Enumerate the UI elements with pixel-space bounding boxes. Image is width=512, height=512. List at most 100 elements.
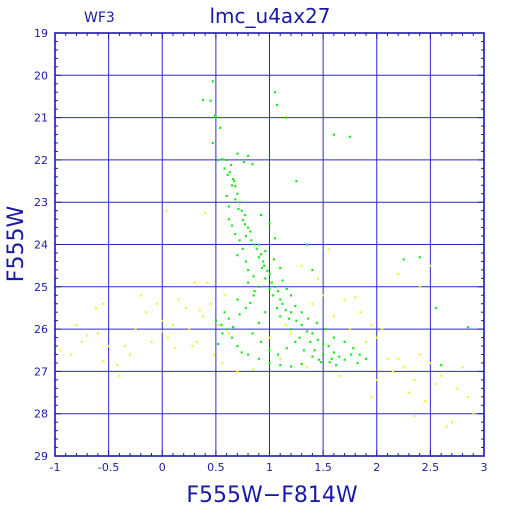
data-point-green (236, 345, 239, 348)
data-point-green (277, 290, 280, 293)
data-point-yellow (375, 336, 378, 339)
data-point-green (252, 294, 255, 297)
data-point-green (263, 264, 266, 267)
data-point-yellow (424, 400, 427, 403)
y-tick-label: 23 (34, 196, 48, 209)
data-point-green (316, 338, 319, 341)
data-point-yellow (202, 315, 205, 318)
data-point-yellow (284, 323, 287, 327)
data-point-green (244, 235, 248, 238)
data-point-yellow (96, 332, 100, 335)
y-tick-label: 26 (34, 323, 48, 336)
data-point-green (250, 239, 253, 242)
data-point-yellow (193, 281, 196, 284)
data-point-yellow (306, 366, 309, 369)
data-point-green (317, 358, 321, 361)
x-tick-label: 3 (481, 461, 488, 474)
data-point-green (313, 349, 316, 352)
y-axis-label: F555W (4, 206, 29, 283)
data-point-green (234, 232, 237, 236)
data-point-green (440, 364, 443, 367)
data-point-yellow (118, 374, 121, 377)
data-point-yellow (107, 345, 110, 348)
data-point-yellow (461, 366, 464, 369)
data-point-green (322, 353, 325, 356)
data-point-green (279, 266, 282, 269)
data-point-green (251, 332, 254, 335)
data-point-green (322, 342, 325, 346)
data-point-yellow (155, 302, 159, 305)
data-point-green (402, 258, 405, 261)
data-point-green (309, 340, 312, 343)
chip-label: WF3 (84, 10, 115, 26)
data-point-green (300, 323, 303, 327)
data-point-green (259, 253, 263, 256)
data-point-green (244, 306, 248, 310)
data-point-green (251, 163, 254, 166)
data-point-yellow (150, 340, 153, 343)
data-point-green (233, 180, 236, 183)
data-point-green (302, 349, 306, 352)
data-point-green (226, 173, 229, 176)
data-point-yellow (370, 323, 373, 327)
data-point-yellow (413, 378, 416, 382)
data-point-yellow (440, 374, 443, 377)
data-point-green (289, 294, 293, 297)
data-point-green (220, 323, 223, 327)
data-point-yellow (289, 332, 293, 335)
data-point-yellow (165, 209, 168, 212)
data-point-yellow (129, 353, 132, 356)
data-point-green (223, 167, 226, 170)
data-point-green (268, 361, 271, 365)
data-point-green (234, 198, 237, 201)
data-point-green (219, 126, 222, 129)
data-point-green (315, 321, 318, 324)
data-point-green (240, 351, 243, 354)
data-point-green (227, 218, 230, 221)
data-point-yellow (429, 361, 432, 365)
data-point-green (229, 163, 233, 167)
data-point-yellow (279, 357, 282, 360)
data-point-green (466, 325, 470, 329)
data-point-yellow (413, 414, 416, 418)
data-point-green (242, 161, 245, 164)
data-point-yellow (322, 294, 325, 297)
data-point-green (285, 347, 288, 350)
data-point-green (348, 135, 352, 138)
data-point-green (272, 258, 275, 261)
data-point-yellow (116, 364, 119, 367)
y-tick-label: 21 (34, 112, 48, 125)
data-point-green (264, 311, 267, 314)
data-point-green (236, 254, 239, 257)
data-point-yellow (252, 368, 255, 371)
data-point-green (230, 224, 234, 227)
data-point-yellow (316, 277, 319, 280)
data-point-green (268, 349, 271, 352)
data-point-green (257, 321, 260, 324)
data-point-yellow (450, 421, 454, 424)
data-point-yellow (359, 311, 362, 314)
data-point-green (223, 311, 226, 314)
data-point-yellow (94, 306, 97, 310)
data-point-green (244, 260, 248, 263)
data-point-green (311, 268, 314, 272)
data-point-yellow (332, 315, 336, 318)
data-point-green (300, 311, 303, 314)
data-point-yellow (70, 353, 73, 356)
x-axis-label: F555W−F814W (186, 483, 357, 508)
data-point-yellow (418, 285, 421, 288)
data-point-green (332, 351, 336, 354)
data-point-green (259, 340, 263, 343)
data-point-green (268, 273, 271, 276)
data-point-yellow (402, 366, 405, 369)
data-point-green (202, 98, 205, 102)
data-point-yellow (221, 361, 224, 365)
data-point-green (259, 213, 263, 217)
data-point-yellow (381, 328, 384, 331)
x-tick-label: -1 (50, 461, 61, 474)
data-point-green (306, 243, 309, 246)
data-point-yellow (166, 336, 169, 339)
data-point-green (211, 80, 214, 83)
data-point-green (279, 298, 282, 301)
data-point-green (268, 287, 271, 291)
